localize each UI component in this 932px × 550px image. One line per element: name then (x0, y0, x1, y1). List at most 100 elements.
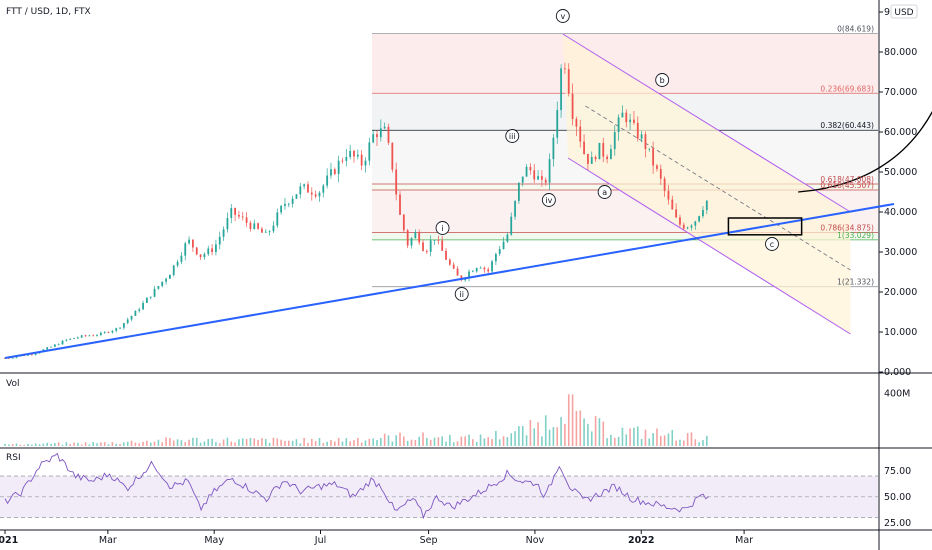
candle-body (460, 275, 463, 281)
volume-bar (433, 437, 436, 446)
wave-label-circle (541, 193, 556, 207)
candle-body (184, 243, 187, 256)
volume-bar (529, 420, 532, 446)
candle-body (257, 223, 260, 229)
fib-level-label: 0(84.619) (837, 25, 874, 34)
time-tick-label: Mar (99, 535, 117, 546)
rising-trendline (4, 203, 895, 359)
volume-bar (364, 440, 367, 446)
volume-bar (111, 442, 114, 446)
volume-bar (142, 441, 144, 446)
volume-bar (295, 439, 298, 446)
volume-bar (46, 442, 48, 446)
candle-body (53, 344, 56, 347)
candle-body (333, 169, 336, 175)
volume-bar (161, 442, 164, 446)
candle-body (287, 203, 290, 205)
volume-bar (234, 442, 236, 446)
volume-bar (268, 442, 271, 446)
volume-bar (349, 441, 351, 446)
volume-bar (311, 438, 313, 446)
time-tick-label: 2022 (628, 535, 654, 546)
volume-bar (188, 439, 190, 446)
volume-bar (479, 434, 482, 446)
volume-bar (571, 394, 574, 446)
candle-body (73, 338, 75, 340)
volume-bar (663, 435, 666, 446)
volume-bar (498, 439, 501, 446)
candle-body (667, 190, 670, 200)
candle-body (560, 68, 562, 111)
candle-body (138, 309, 141, 311)
volume-bar (326, 441, 328, 446)
wave-label: b (660, 76, 665, 85)
volume-bar (445, 441, 447, 446)
volume-bar (92, 442, 95, 446)
candle-body (130, 315, 133, 320)
volume-bar (134, 442, 137, 446)
wave-label: c (770, 240, 774, 249)
volume-bar (27, 443, 29, 446)
volume-bar (679, 439, 681, 446)
candle-body (172, 265, 175, 275)
volume-bar (192, 437, 194, 446)
volume-bar (590, 431, 593, 446)
wave-label-circle (555, 9, 570, 23)
candle-body (406, 230, 409, 246)
volume-bar (69, 444, 71, 446)
candle-body (587, 153, 589, 164)
volume-bar (491, 439, 493, 446)
candle-body (610, 149, 612, 160)
candle-body (364, 160, 367, 166)
candle-body (556, 110, 559, 138)
candle-body (671, 199, 674, 210)
candle-body (330, 169, 332, 176)
candle-body (590, 156, 593, 164)
volume-bar (199, 442, 202, 446)
candle-body (502, 241, 505, 250)
rsi-tick-label: 75.00 (884, 466, 911, 477)
volume-bar (88, 444, 91, 446)
candle-body (387, 126, 390, 143)
volume-bar (261, 438, 263, 446)
candle-body (15, 356, 18, 358)
wave-label-circle (765, 237, 779, 251)
currency-badge[interactable] (890, 4, 918, 19)
volume-bar (533, 428, 536, 446)
volume-bar (34, 443, 37, 446)
volume-bar (65, 442, 68, 446)
candle-body (165, 278, 167, 282)
volume-bar (636, 426, 639, 446)
volume-bar (464, 436, 466, 446)
candle-body (690, 225, 693, 228)
volume-bar (613, 437, 616, 446)
candle-body (322, 185, 325, 193)
volume-bar (50, 444, 52, 446)
candle-body (161, 281, 164, 287)
volume-bar (172, 440, 175, 446)
volume-bar (560, 417, 562, 446)
currency-label: USD (894, 8, 913, 18)
volume-bar (483, 438, 486, 446)
price-tick-label: 60.000 (884, 127, 917, 138)
candle-body (422, 242, 424, 251)
candle-body (702, 209, 704, 217)
candle-body (705, 200, 708, 210)
candle-body (694, 221, 697, 226)
candle-body (491, 261, 493, 272)
candle-body (107, 332, 110, 333)
candle-body (238, 214, 240, 217)
volume-bar (594, 415, 597, 446)
candle-body (410, 238, 413, 246)
volume-bar (345, 438, 348, 446)
candle-body (149, 296, 152, 298)
volume-bar (123, 442, 125, 446)
price-tick-label: 30.000 (884, 247, 917, 258)
candle-body (675, 209, 678, 218)
volume-bar (184, 442, 187, 446)
volume-bar (399, 432, 401, 446)
candle-body (602, 142, 605, 157)
volume-bar (353, 440, 355, 446)
candle-body (218, 236, 221, 245)
volume-bar (414, 439, 417, 446)
